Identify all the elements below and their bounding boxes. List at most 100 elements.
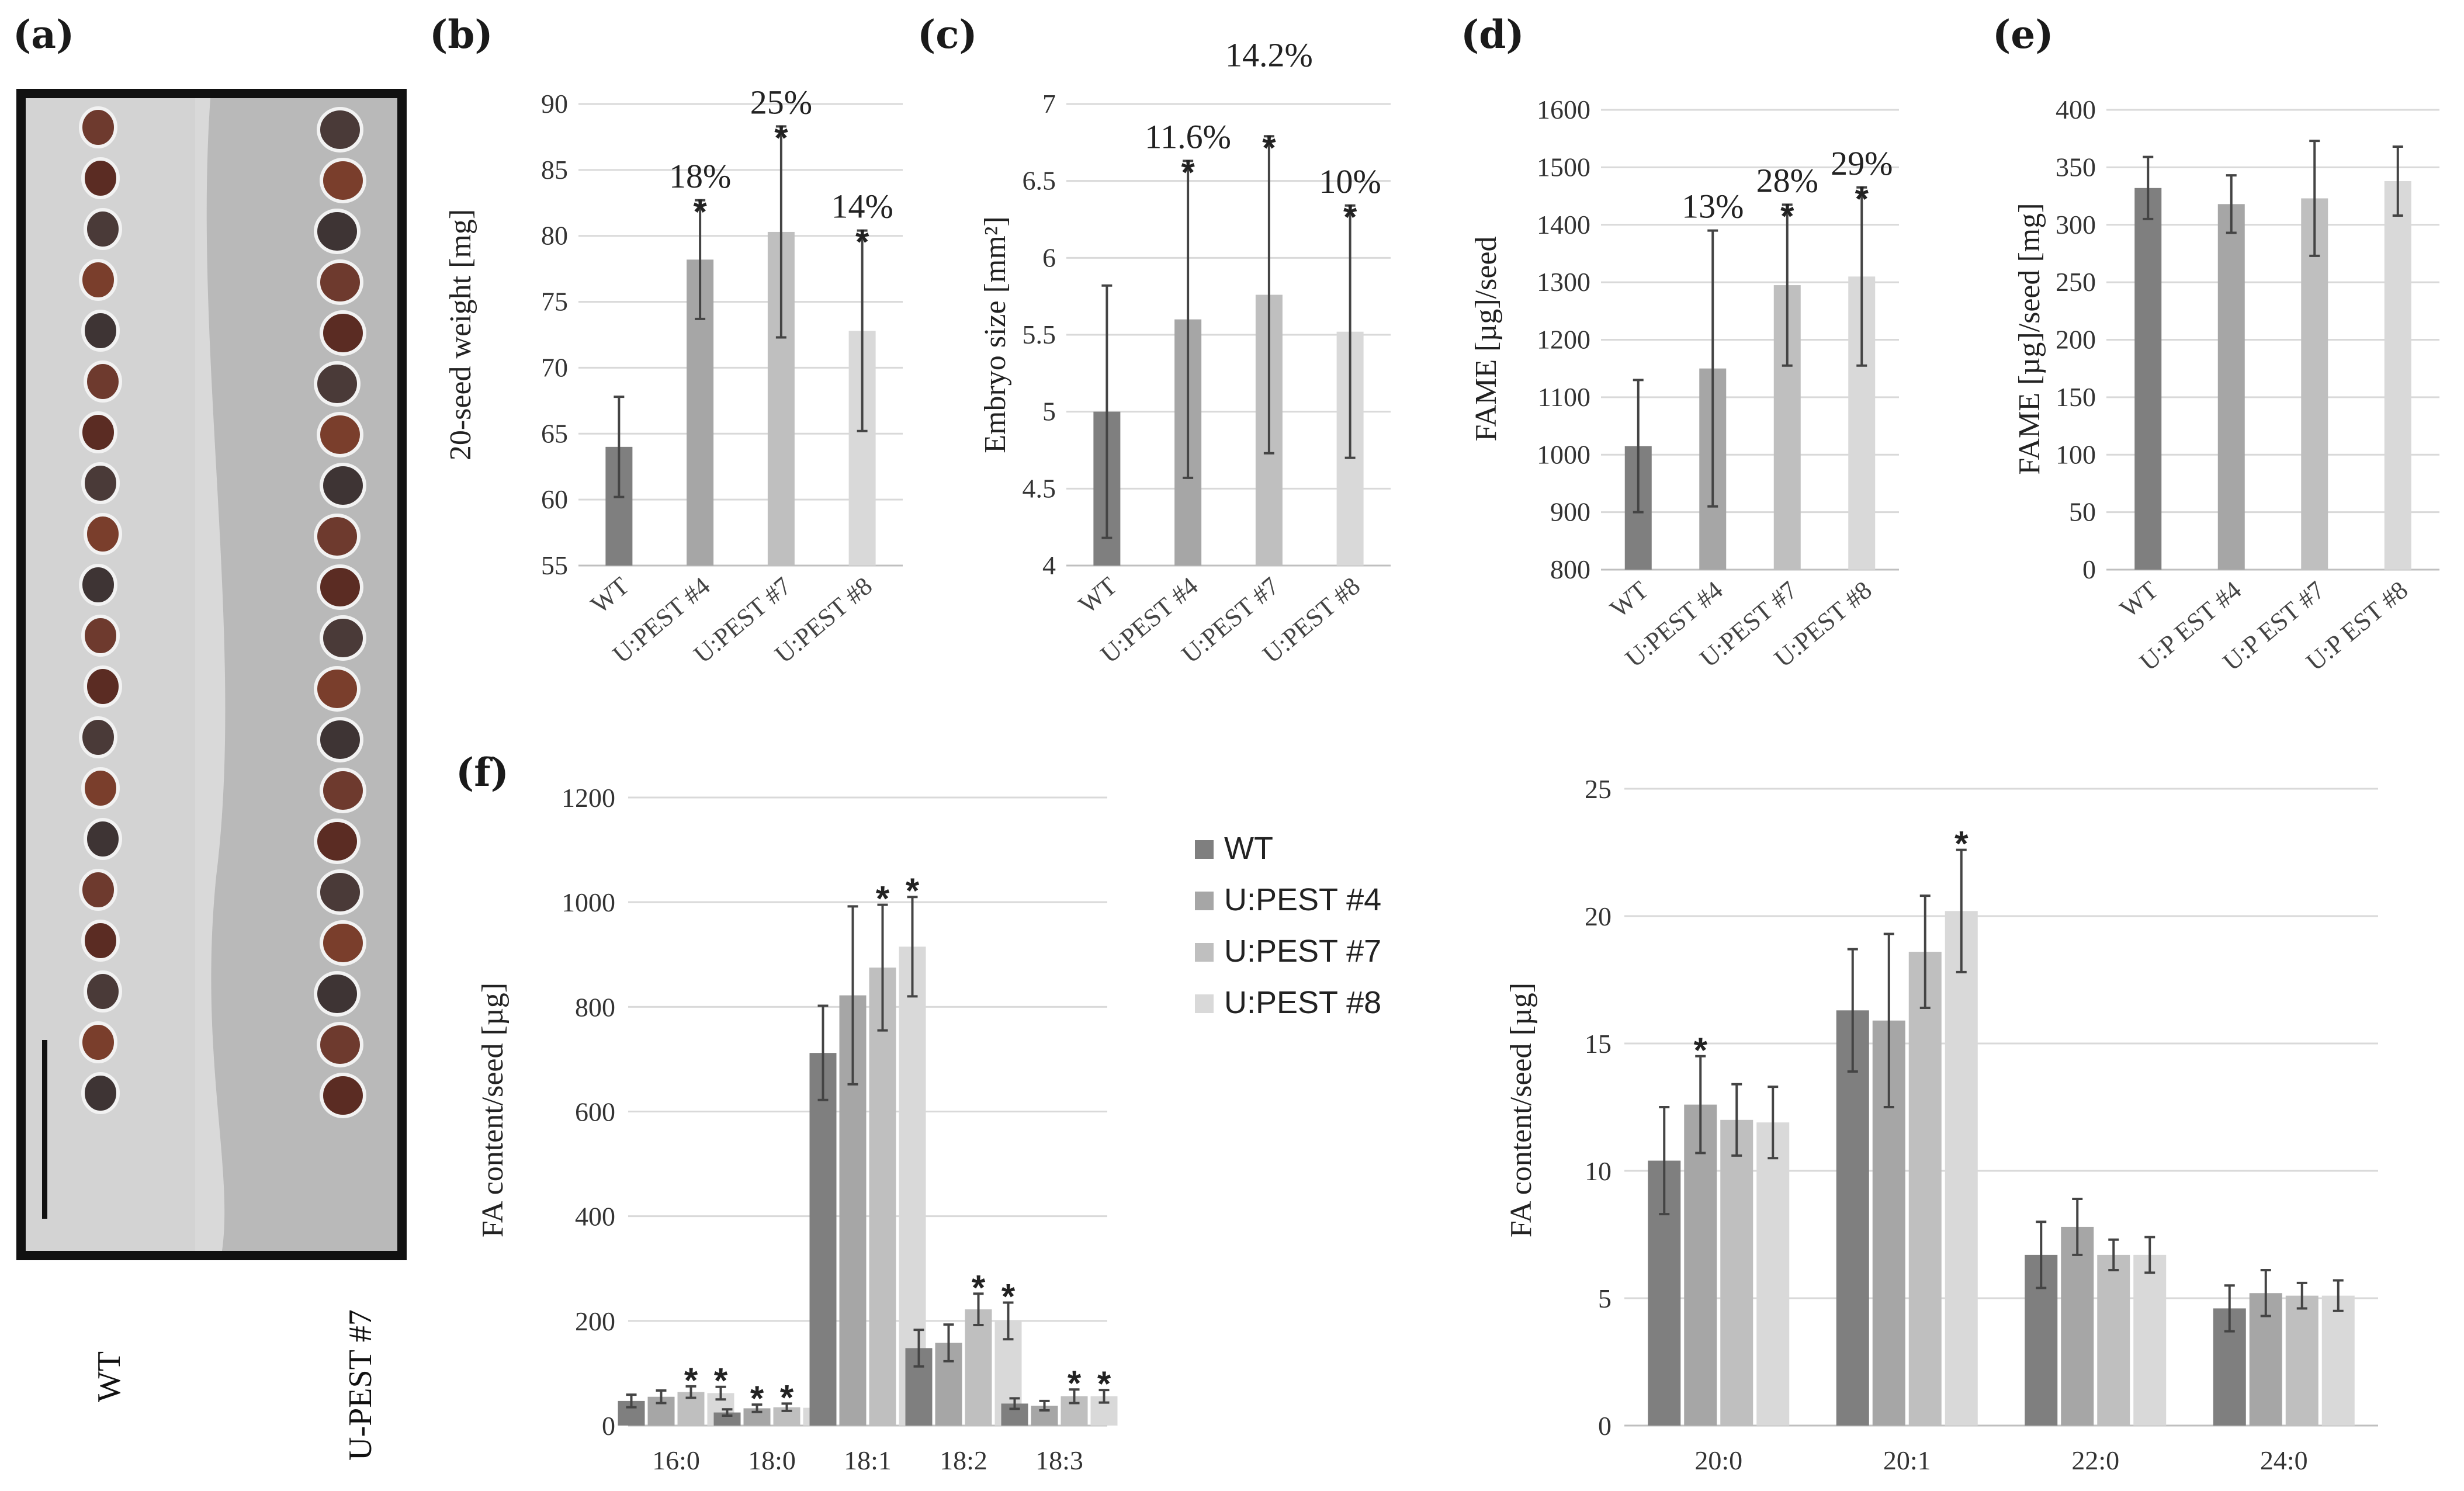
x-tick-label: WT <box>1604 575 1654 623</box>
y-tick-label: 85 <box>541 155 568 185</box>
seed-wt <box>79 869 117 911</box>
y-tick-label: 350 <box>2056 152 2096 182</box>
seed-upest7 <box>317 717 363 762</box>
bar <box>1684 1104 1717 1426</box>
y-tick-label: 55 <box>541 550 568 580</box>
seed-upest7 <box>317 412 363 457</box>
x-tick-label: 16:0 <box>652 1445 700 1475</box>
percent-annotation: 14% <box>831 188 893 226</box>
panel-f-label: (f) <box>456 750 509 795</box>
significance-star: * <box>1262 128 1276 167</box>
legend-label: U:PEST #8 <box>1224 985 1381 1020</box>
seed-wt <box>81 462 120 504</box>
significance-star: * <box>876 879 890 918</box>
panel-f-right-chart: FA content/seed [µg] 0 5 10 15 20 25 20:0 * 20:1 *… <box>1505 774 2378 1475</box>
significance-star: * <box>1694 1031 1708 1070</box>
legend-label: U:PEST #4 <box>1224 882 1381 917</box>
seed-wt <box>84 818 122 860</box>
y-tick-label: 300 <box>2056 210 2096 240</box>
seed-wt <box>81 615 120 657</box>
y-tick-label: 1200 <box>562 783 615 813</box>
significance-star: * <box>906 871 920 910</box>
x-tick-label: WT <box>585 571 635 619</box>
significance-star: * <box>1001 1277 1016 1316</box>
bar <box>869 968 896 1426</box>
seed-wt <box>81 920 120 962</box>
y-tick-label: 200 <box>575 1306 615 1336</box>
y-axis-title: Embryo size [mm²] <box>979 216 1012 453</box>
seed-wt <box>79 1021 117 1063</box>
bar <box>1720 1119 1753 1426</box>
seed-upest7 <box>314 209 361 254</box>
y-tick-label: 75 <box>541 287 568 317</box>
panel-e-chart: (e) FAME [µg]/seed [mg] 0 50 100 150 200 250 300… <box>1992 12 2439 677</box>
x-tick-label: 18:0 <box>748 1445 796 1475</box>
photo-shadow <box>206 98 397 1251</box>
y-tick-label: 1600 <box>1537 95 1590 124</box>
bar <box>899 946 926 1426</box>
x-tick-label: 18:3 <box>1035 1445 1083 1475</box>
y-tick-label: 20 <box>1585 901 1612 931</box>
seed-upest7 <box>317 869 363 915</box>
panel-d-chart: (d) FAME [µg]/seed 800 900 1000 1100 1200 1300 1… <box>1461 12 1899 673</box>
percent-annotation: 28% <box>1756 161 1818 199</box>
legend-label: WT <box>1224 831 1273 866</box>
bar <box>2321 1295 2355 1426</box>
bar <box>2134 188 2162 570</box>
panel-a: (a) WT U-PEST #7 <box>13 12 407 1461</box>
bar <box>1756 1122 1790 1426</box>
legend: WT U:PEST #4 U:PEST #7 U:PEST #8 <box>1195 831 1381 1020</box>
significance-star: * <box>684 1361 698 1400</box>
significance-star: * <box>1780 196 1794 235</box>
seed-upest7 <box>320 463 366 508</box>
panel-f-left-chart: (f) FA content/seed [µg] 0 200 400 600 800 1000… <box>456 750 1118 1475</box>
seed-wt <box>79 106 117 148</box>
y-tick-label: 6.5 <box>1023 166 1056 196</box>
x-tick-label: 20:1 <box>1883 1445 1931 1475</box>
significance-star: * <box>714 1361 728 1400</box>
bar <box>965 1309 992 1426</box>
seed-wt <box>79 411 117 453</box>
seed-upest7 <box>314 666 361 712</box>
y-tick-label: 150 <box>2056 382 2096 412</box>
y-tick-label: 4 <box>1042 550 1056 580</box>
x-tick-label: 18:2 <box>940 1445 987 1475</box>
legend-swatch <box>1195 994 1214 1013</box>
y-axis-title: FAME [µg]/seed <box>1470 236 1503 441</box>
y-tick-label: 400 <box>2056 95 2096 124</box>
bar <box>2097 1254 2130 1426</box>
seed-upest7 <box>320 768 366 813</box>
panel-d-label: (d) <box>1461 12 1524 57</box>
y-tick-label: 0 <box>2082 554 2096 584</box>
y-tick-label: 1000 <box>562 887 615 917</box>
y-tick-label: 1100 <box>1538 382 1590 412</box>
y-tick-label: 6 <box>1042 242 1056 272</box>
y-tick-label: 7 <box>1042 89 1056 119</box>
y-tick-label: 65 <box>541 418 568 448</box>
percent-annotation: 10% <box>1319 162 1381 200</box>
panel-b-label: (b) <box>429 12 493 57</box>
percent-annotation: 29% <box>1831 144 1893 182</box>
panel-c-chart: (c)Embryo size [mm²]44.555.566.57WT*11.6… <box>917 12 1391 669</box>
percent-annotation: 18% <box>669 157 731 195</box>
significance-star: * <box>1097 1364 1111 1403</box>
y-tick-label: 5.5 <box>1023 320 1056 349</box>
legend-swatch <box>1195 943 1214 962</box>
seed-upest7 <box>314 361 361 407</box>
y-tick-label: 5 <box>1598 1284 1612 1313</box>
seed-wt <box>81 767 120 809</box>
bar <box>2217 204 2245 570</box>
y-tick-label: 1400 <box>1537 210 1590 240</box>
y-tick-label: 15 <box>1585 1029 1612 1059</box>
label-upest7: U-PEST #7 <box>342 1309 379 1461</box>
seed-upest7 <box>320 1073 366 1118</box>
y-tick-label: 1200 <box>1537 325 1590 355</box>
seed-upest7 <box>314 819 361 864</box>
significance-star: * <box>1343 197 1357 237</box>
y-tick-label: 60 <box>541 484 568 514</box>
legend-swatch <box>1195 840 1214 859</box>
y-tick-label: 25 <box>1585 774 1612 804</box>
seed-upest7 <box>317 564 363 610</box>
bar <box>1836 1010 1869 1426</box>
bar <box>1908 952 1942 1426</box>
